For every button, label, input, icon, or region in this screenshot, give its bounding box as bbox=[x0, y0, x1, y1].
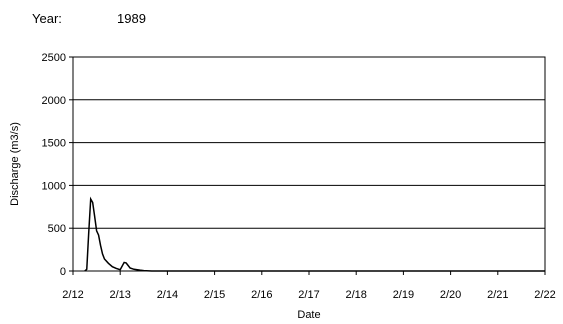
x-tick-label: 2/20 bbox=[440, 289, 461, 301]
plot-area bbox=[72, 56, 546, 272]
gridlines bbox=[73, 99, 545, 229]
x-tick-label: 2/13 bbox=[109, 289, 130, 301]
x-tick-label: 2/14 bbox=[157, 289, 178, 301]
y-tick-label: 1000 bbox=[42, 180, 66, 192]
year-label: Year: bbox=[32, 11, 62, 26]
x-tick-label: 2/19 bbox=[393, 289, 414, 301]
x-tick-label: 2/22 bbox=[534, 289, 555, 301]
y-axis-label: Discharge (m3/s) bbox=[9, 122, 21, 206]
x-tick-label: 2/12 bbox=[62, 289, 83, 301]
y-tick-label: 2000 bbox=[42, 95, 66, 107]
y-tick-label: 2500 bbox=[42, 52, 66, 64]
y-tick-label: 1500 bbox=[42, 138, 66, 150]
x-tick-label: 2/16 bbox=[251, 289, 272, 301]
y-tick-label: 500 bbox=[48, 223, 66, 235]
y-tick-label: 0 bbox=[60, 266, 66, 278]
x-tick-label: 2/15 bbox=[204, 289, 225, 301]
x-tick-label: 2/21 bbox=[487, 289, 508, 301]
x-axis: 2/12 2/13 2/14 2/15 2/16 2/17 2/18 2/19 2/20 2/21… bbox=[62, 271, 556, 301]
y-axis: 0 500 1000 1500 2000 2500 bbox=[42, 52, 73, 278]
x-tick-label: 2/17 bbox=[298, 289, 319, 301]
year-value: 1989 bbox=[117, 11, 146, 26]
x-axis-label: Date bbox=[297, 309, 320, 321]
series-line-discharge bbox=[84, 196, 545, 272]
x-tick-label: 2/18 bbox=[345, 289, 366, 301]
